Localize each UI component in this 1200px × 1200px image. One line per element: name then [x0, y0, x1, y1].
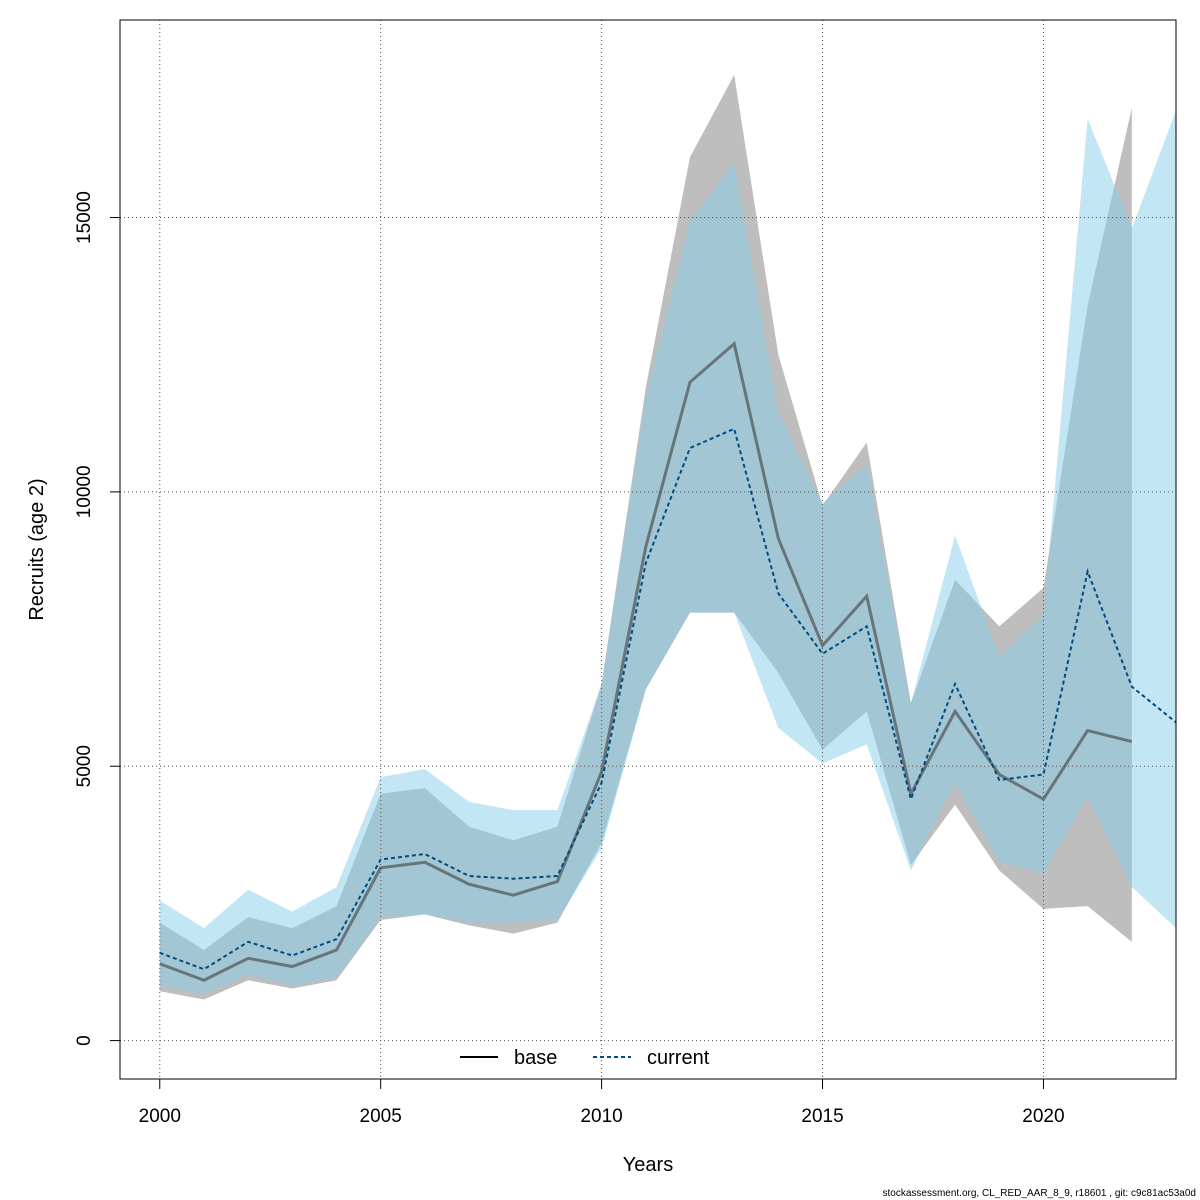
- y-tick-label-5000: 5000: [74, 745, 95, 787]
- x-tick-label-2015: 2015: [801, 1106, 843, 1127]
- y-tick-label-0: 0: [74, 1035, 95, 1046]
- footer-credit: stockassessment.org, CL_RED_AAR_8_9, r18…: [882, 1188, 1196, 1199]
- line-current: [159, 427, 1177, 971]
- x-tick-label-2010: 2010: [580, 1106, 622, 1127]
- confidence-bands: [159, 74, 1176, 1000]
- legend-label-base: base: [514, 1047, 557, 1069]
- y-axis-title: Recruits (age 2): [26, 478, 48, 620]
- band-current: [159, 110, 1176, 994]
- x-tick-label-2020: 2020: [1022, 1106, 1064, 1127]
- y-tick-label-15000: 15000: [74, 191, 95, 244]
- line-base: [159, 340, 1133, 982]
- x-axis-title: Years: [623, 1154, 673, 1176]
- series-lines: [159, 340, 1177, 982]
- legend: base current: [460, 1047, 710, 1069]
- legend-label-current: current: [647, 1047, 710, 1069]
- grid-lines: [120, 20, 1176, 1079]
- axes: 2000 2005 2010 2015 2020 0 5000 10000 15000: [74, 191, 1065, 1127]
- y-tick-label-10000: 10000: [74, 465, 95, 518]
- x-tick-label-2005: 2005: [360, 1106, 402, 1127]
- x-tick-label-2000: 2000: [139, 1106, 181, 1127]
